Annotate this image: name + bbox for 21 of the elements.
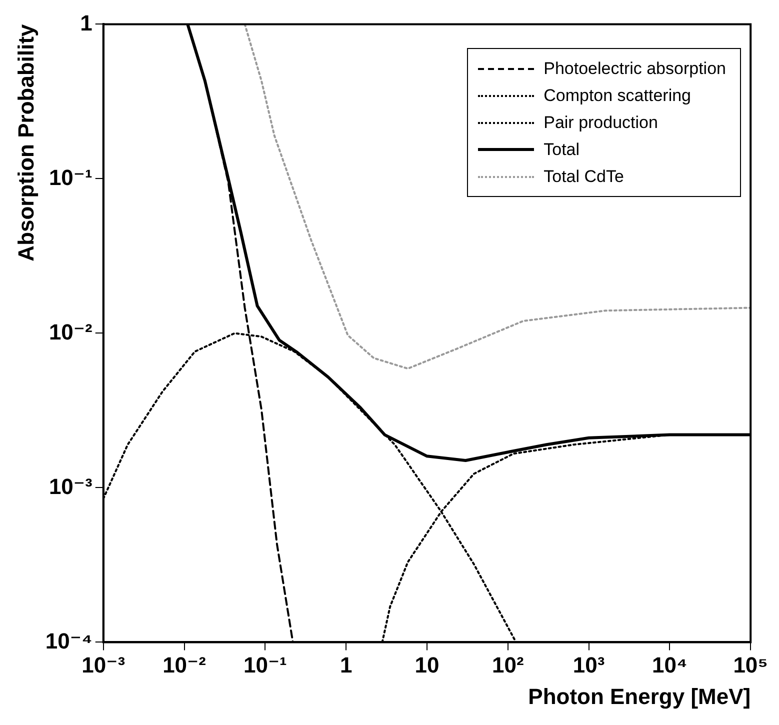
x-tick-label: 10⁴ xyxy=(652,652,688,678)
x-tick-label: 10⁻³ xyxy=(82,652,126,678)
x-tick-label: 10⁻¹ xyxy=(243,652,287,678)
y-tick-label: 10⁻³ xyxy=(48,474,92,499)
y-tick-label: 10⁻⁴ xyxy=(45,628,92,654)
x-tick-label: 1 xyxy=(340,652,352,678)
x-tick-label: 10⁻² xyxy=(162,652,206,678)
x-tick-label: 10 xyxy=(414,652,440,678)
legend-label: Total xyxy=(544,140,580,160)
legend-label: Pair production xyxy=(544,112,658,132)
legend-label: Photoelectric absorption xyxy=(544,58,726,78)
y-tick-label: 10⁻¹ xyxy=(48,164,92,190)
y-tick-label: 1 xyxy=(80,10,92,36)
x-tick-label: 10² xyxy=(492,652,524,678)
legend-label: Total CdTe xyxy=(544,166,624,186)
y-axis-title: Absorption Probability xyxy=(13,23,38,262)
legend-label: Compton scattering xyxy=(544,86,692,106)
x-tick-label: 10⁵ xyxy=(733,652,768,678)
x-axis-title: Photon Energy [MeV] xyxy=(528,684,751,709)
x-tick-label: 10³ xyxy=(572,652,605,678)
y-tick-label: 10⁻² xyxy=(48,319,92,344)
